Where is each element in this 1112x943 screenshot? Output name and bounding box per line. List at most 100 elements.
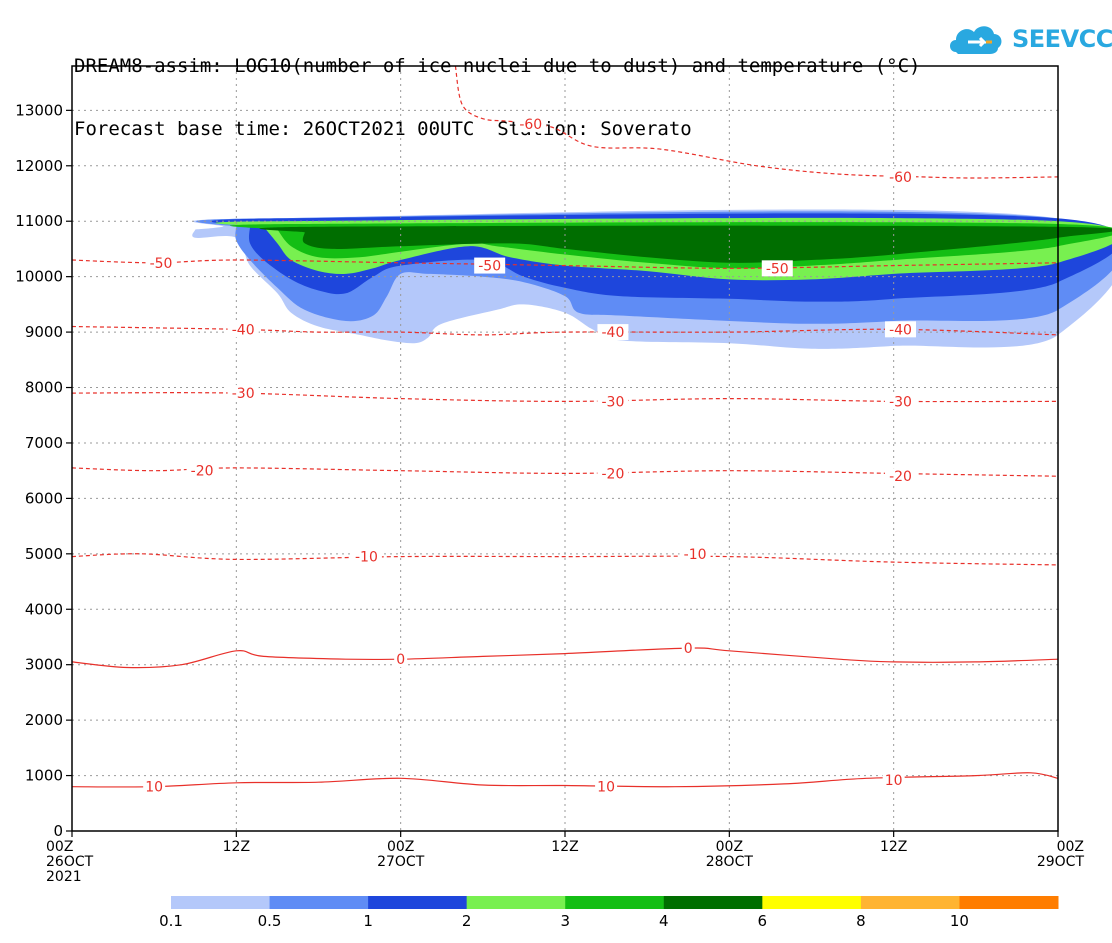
- colorbar-label: 3: [560, 912, 570, 930]
- colorbar-label: 4: [659, 912, 669, 930]
- colorbar-swatch: [762, 896, 862, 909]
- colorbar-swatch: [269, 896, 369, 909]
- x-tick-label: 12Z: [223, 839, 250, 855]
- contour-label: 10: [597, 780, 615, 796]
- contour-label: -50: [150, 256, 173, 272]
- colorbar-label: 0.5: [258, 912, 282, 930]
- y-tick-label: 4000: [25, 600, 63, 618]
- colorbar-swatch: [171, 896, 271, 909]
- colorbar-label: 1: [363, 912, 373, 930]
- contour-label-bg: [515, 116, 547, 133]
- y-tick-label: 6000: [25, 489, 63, 507]
- y-tick-label: 0: [53, 822, 63, 840]
- colorbar-label: 10: [950, 912, 969, 930]
- y-tick-label: 1000: [25, 767, 63, 785]
- contour-label-bg: [186, 462, 218, 479]
- contour-label-bg: [885, 321, 917, 338]
- y-tick-label: 11000: [15, 212, 63, 230]
- contour-label: -20: [601, 466, 624, 482]
- colorbar-swatch: [663, 896, 763, 909]
- x-tick-label: 00Z: [1057, 839, 1084, 855]
- contour-label: 10: [145, 780, 163, 796]
- dust-fields: [192, 209, 1112, 349]
- x-tick-label: 27OCT: [377, 854, 425, 870]
- contour-label-bg: [681, 640, 695, 657]
- contour-label: -10: [355, 550, 378, 566]
- temperature-contour-line: [71, 772, 1059, 788]
- y-tick-label: 10000: [15, 268, 63, 286]
- title-line-2: Forecast base time: 26OCT2021 00UTC Stat…: [74, 118, 692, 140]
- x-tick-label: 28OCT: [706, 854, 754, 870]
- x-tick-label: 2021: [46, 869, 82, 885]
- contour-label-bg: [474, 257, 506, 274]
- contour-label: -60: [889, 170, 912, 186]
- y-axis: 0 1000 2000 3000 4000 5000 6000 7000 8000 9000 100…: [15, 101, 72, 840]
- contour-label-bg: [595, 778, 618, 795]
- contour-label: -50: [766, 261, 789, 277]
- colorbar-label: 8: [856, 912, 866, 930]
- contour-label-bg: [394, 651, 408, 668]
- contour-label: -30: [601, 394, 624, 410]
- contour-label-bg: [885, 393, 917, 410]
- y-tick-label: 3000: [25, 656, 63, 674]
- contour-label-bg: [761, 260, 793, 277]
- contour-label-bg: [227, 321, 259, 338]
- x-tick-label: 00Z: [716, 839, 743, 855]
- colorbar-swatch: [565, 896, 665, 909]
- temperature-contour-line: [71, 553, 1059, 566]
- x-tick-label: 12Z: [880, 839, 907, 855]
- y-tick-label: 9000: [25, 323, 63, 341]
- contour-label-bg: [679, 545, 711, 562]
- cloud-icon: [950, 26, 1002, 54]
- temperature-contour-line: [454, 65, 1059, 179]
- dust-field-4: [259, 225, 1112, 263]
- x-tick-label: 26OCT: [46, 854, 94, 870]
- grid-lines: [72, 66, 1058, 831]
- x-tick-label: 00Z: [46, 839, 73, 855]
- contour-label: -10: [684, 547, 707, 563]
- colorbar-swatch: [368, 896, 468, 909]
- colorbar-swatch: [860, 896, 960, 909]
- contour-label: -30: [889, 394, 912, 410]
- contour-label: -20: [191, 464, 214, 480]
- contour-label: 0: [684, 641, 693, 657]
- contour-label: 10: [885, 773, 903, 789]
- contour-label: -40: [889, 322, 912, 338]
- x-tick-label: 12Z: [551, 839, 578, 855]
- y-tick-label: 8000: [25, 379, 63, 397]
- contour-label: 0: [396, 652, 405, 668]
- contour-label-bg: [143, 778, 166, 795]
- contour-label: -40: [601, 325, 624, 341]
- colorbar-swatch: [959, 896, 1059, 909]
- contour-label: -40: [232, 322, 255, 338]
- contour-label-bg: [597, 393, 629, 410]
- contour-labels: -60 -60 -50 -50 -50 -40 -40 -40 -30 -30 -30 -20 -20 -…: [143, 116, 917, 796]
- colorbar-label: 0.1: [159, 912, 183, 930]
- colorbar: 0.1 0.5 1 2 3 4 6 8 10: [159, 896, 1059, 930]
- contour-label-bg: [885, 168, 917, 185]
- colorbar-swatch: [466, 896, 566, 909]
- y-tick-label: 5000: [25, 545, 63, 563]
- x-tick-label: 00Z: [387, 839, 414, 855]
- y-tick-label: 2000: [25, 711, 63, 729]
- contour-label-bg: [885, 468, 917, 485]
- y-tick-label: 12000: [15, 157, 63, 175]
- y-tick-label: 13000: [15, 101, 63, 119]
- contour-label: -20: [889, 469, 912, 485]
- contour-label-bg: [597, 465, 629, 482]
- colorbar-label: 6: [758, 912, 768, 930]
- contour-label-bg: [145, 254, 177, 271]
- logo-text: SEEVCCC: [1012, 25, 1112, 53]
- contour-label-bg: [350, 548, 382, 565]
- contour-label: -30: [232, 386, 255, 402]
- contour-label-bg: [597, 324, 629, 341]
- contour-label-bg: [227, 385, 259, 402]
- contour-label: -60: [519, 117, 542, 133]
- contour-label-bg: [882, 772, 905, 788]
- colorbar-label: 2: [462, 912, 472, 930]
- contour-label: -50: [478, 259, 501, 275]
- y-tick-label: 7000: [25, 434, 63, 452]
- x-tick-label: 29OCT: [1037, 854, 1085, 870]
